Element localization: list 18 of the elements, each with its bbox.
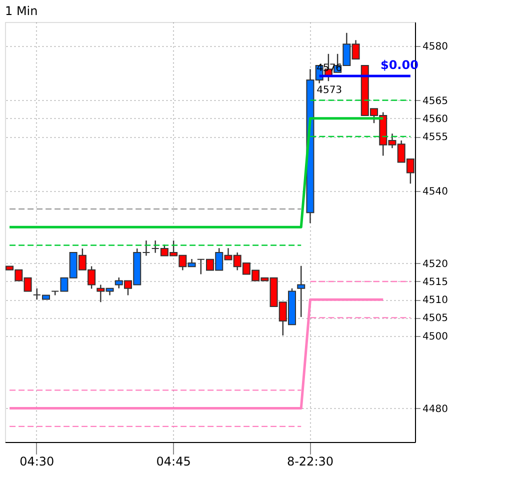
y-tick-label: 4555 [422,132,448,144]
annotation: 4573 [316,85,342,96]
y-tick-label: 4505 [422,313,448,324]
x-tick-label: 04:45 [156,454,191,468]
annotation: 4576 [316,63,342,74]
y-tick-label: 4520 [422,258,448,270]
y-tick-label: 4580 [422,41,448,52]
y-tick-label: 4560 [422,114,448,125]
y-tick-label: 4565 [422,96,448,107]
y-tick-label: 4500 [422,331,448,342]
chart-title: 1 Min [5,4,38,18]
y-tick-label: 4510 [422,295,448,306]
y-tick-label: 4515 [422,276,448,288]
y-tick-label: 4540 [422,186,448,198]
y-tick-label: 4480 [422,404,448,415]
x-tick-label: 8-22:30 [286,454,334,468]
x-tick-label: 04:30 [20,454,54,468]
candlestick [297,265,306,318]
